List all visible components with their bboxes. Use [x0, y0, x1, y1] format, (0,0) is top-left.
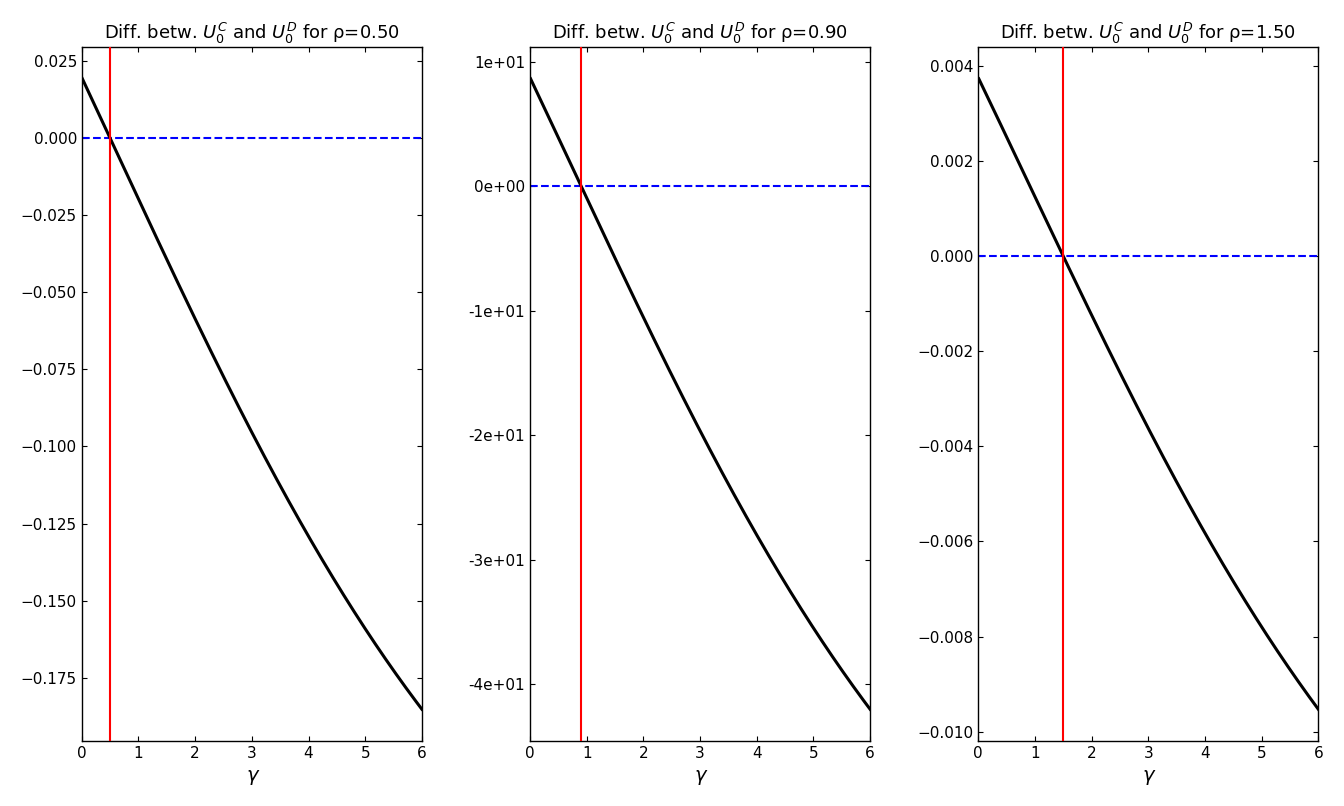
X-axis label: γ: γ [695, 767, 706, 785]
X-axis label: γ: γ [246, 767, 258, 785]
Title: Diff. betw. $U_0^C$ and $U_0^D$ for ρ=1.50: Diff. betw. $U_0^C$ and $U_0^D$ for ρ=1.… [1000, 21, 1296, 46]
Title: Diff. betw. $U_0^C$ and $U_0^D$ for ρ=0.90: Diff. betw. $U_0^C$ and $U_0^D$ for ρ=0.… [552, 21, 848, 46]
Title: Diff. betw. $U_0^C$ and $U_0^D$ for ρ=0.50: Diff. betw. $U_0^C$ and $U_0^D$ for ρ=0.… [103, 21, 399, 46]
X-axis label: γ: γ [1142, 767, 1154, 785]
